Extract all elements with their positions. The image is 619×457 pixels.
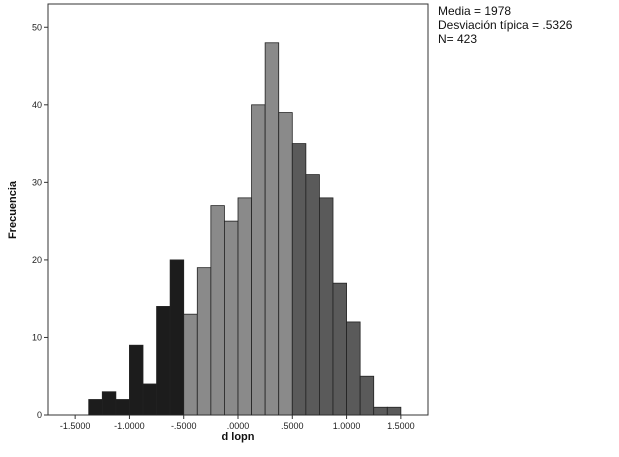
histogram-bar: [291, 143, 307, 416]
x-tick-label: 1.0000: [333, 421, 361, 431]
histogram-bar: [251, 104, 266, 416]
y-tick-label: 10: [32, 332, 42, 342]
y-tick-label: 0: [37, 410, 42, 420]
histogram-bar: [359, 375, 375, 416]
histogram-bars: [88, 42, 402, 416]
histogram-bar: [237, 197, 252, 416]
histogram-bar: [115, 399, 130, 416]
x-tick-label: -.5000: [171, 421, 197, 431]
x-tick-label: .5000: [281, 421, 304, 431]
y-tick-label: 40: [32, 100, 42, 110]
y-tick-label: 20: [32, 255, 42, 265]
histogram-bar: [156, 306, 171, 416]
x-tick-label: -1.0000: [114, 421, 145, 431]
histogram-bar: [264, 42, 280, 416]
histogram-bar: [142, 383, 157, 416]
stats-annotation: Media = 1978 Desviación típica = .5326 N…: [438, 4, 572, 46]
x-tick-label: 1.5000: [387, 421, 415, 431]
n-text: N= 423: [438, 32, 478, 46]
histogram-bar: [183, 313, 198, 416]
histogram-bar: [305, 174, 320, 416]
histogram-bar: [196, 267, 212, 416]
histogram-bar: [169, 259, 185, 416]
y-axis-label: Frecuencia: [7, 180, 19, 239]
histogram-bar: [88, 399, 103, 416]
x-tick-label: .0000: [227, 421, 250, 431]
histogram-bar: [278, 112, 293, 416]
histogram-bar: [319, 197, 334, 416]
y-tick-label: 50: [32, 22, 42, 32]
histogram-bar: [346, 321, 361, 416]
histogram-bar: [332, 282, 347, 416]
x-axis-ticks: -1.5000 -1.0000 -.5000 .0000 .5000 1.0000 1.50…: [60, 415, 415, 431]
x-axis-label: d lopn: [222, 431, 255, 443]
histogram-bar: [224, 220, 239, 416]
histogram-bar: [129, 344, 144, 416]
x-tick-label: -1.5000: [60, 421, 91, 431]
histogram-bar: [210, 205, 225, 416]
histogram-bar: [101, 391, 117, 416]
mean-text: Media = 1978: [438, 4, 512, 18]
std-text: Desviación típica = .5326: [438, 18, 573, 32]
histogram-bar: [373, 406, 388, 416]
histogram-bar: [386, 406, 402, 416]
y-axis-ticks: 0 10 20 30 40 50: [32, 22, 48, 420]
y-tick-label: 30: [32, 177, 42, 187]
